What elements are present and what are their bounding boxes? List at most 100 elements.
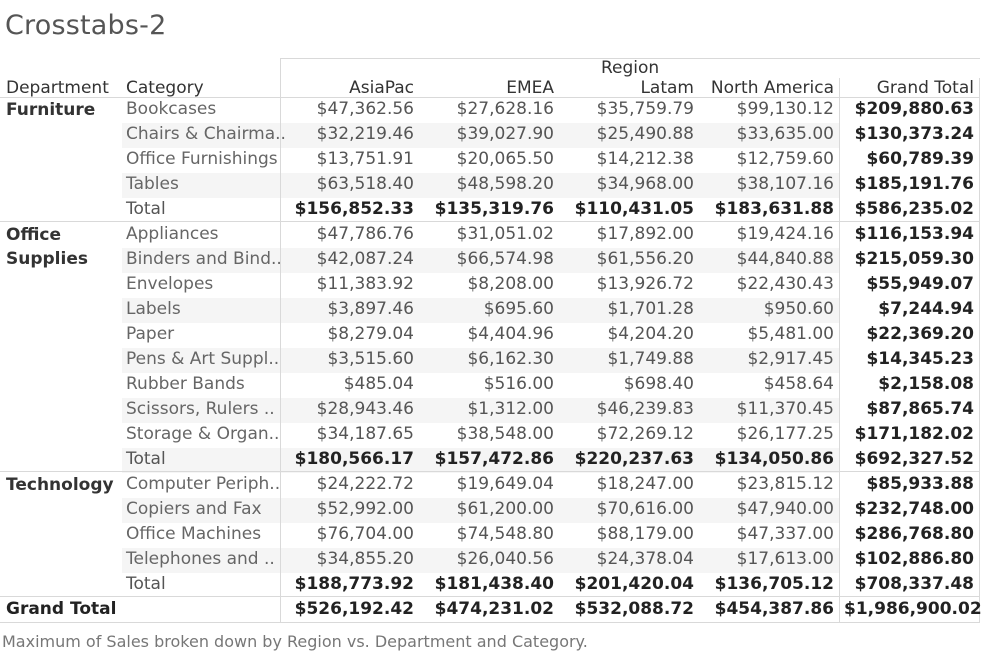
value-cell[interactable]: $1,749.88 bbox=[607, 349, 694, 369]
value-cell[interactable]: $38,548.00 bbox=[456, 424, 554, 444]
grand-total-cell[interactable]: $130,373.24 bbox=[854, 124, 974, 144]
department-label[interactable]: Furniture bbox=[6, 100, 96, 120]
category-label[interactable]: Chairs & Chairma.. bbox=[126, 124, 286, 144]
value-cell[interactable]: $31,051.02 bbox=[456, 224, 554, 244]
category-label[interactable]: Tables bbox=[126, 174, 179, 194]
value-cell[interactable]: $22,430.43 bbox=[736, 274, 834, 294]
value-cell[interactable]: $4,404.96 bbox=[467, 324, 554, 344]
value-cell[interactable]: $99,130.12 bbox=[736, 99, 834, 119]
value-cell[interactable]: $8,279.04 bbox=[327, 324, 414, 344]
total-cell[interactable]: $708,337.48 bbox=[854, 574, 974, 594]
category-label[interactable]: Office Machines bbox=[126, 524, 262, 544]
value-cell[interactable]: $39,027.90 bbox=[456, 124, 554, 144]
category-column-header[interactable]: Category bbox=[126, 78, 204, 98]
category-label[interactable]: Paper bbox=[126, 324, 175, 344]
value-cell[interactable]: $458.64 bbox=[763, 374, 834, 394]
value-cell[interactable]: $28,943.46 bbox=[316, 399, 414, 419]
value-cell[interactable]: $19,424.16 bbox=[736, 224, 834, 244]
value-cell[interactable]: $32,219.46 bbox=[316, 124, 414, 144]
value-cell[interactable]: $12,759.60 bbox=[736, 149, 834, 169]
value-cell[interactable]: $76,704.00 bbox=[316, 524, 414, 544]
value-cell[interactable]: $20,065.50 bbox=[456, 149, 554, 169]
value-cell[interactable]: $6,162.30 bbox=[467, 349, 554, 369]
total-cell[interactable]: $134,050.86 bbox=[714, 449, 834, 469]
value-cell[interactable]: $47,362.56 bbox=[316, 99, 414, 119]
value-cell[interactable]: $74,548.80 bbox=[456, 524, 554, 544]
value-cell[interactable]: $5,481.00 bbox=[747, 324, 834, 344]
value-cell[interactable]: $47,337.00 bbox=[736, 524, 834, 544]
value-cell[interactable]: $698.40 bbox=[623, 374, 694, 394]
value-cell[interactable]: $63,518.40 bbox=[316, 174, 414, 194]
value-cell[interactable]: $46,239.83 bbox=[596, 399, 694, 419]
grand-total-cell[interactable]: $60,789.39 bbox=[866, 149, 974, 169]
region-column-header-3[interactable]: North America bbox=[710, 78, 834, 98]
value-cell[interactable]: $72,269.12 bbox=[596, 424, 694, 444]
value-cell[interactable]: $23,815.12 bbox=[736, 474, 834, 494]
total-cell[interactable]: $586,235.02 bbox=[854, 199, 974, 219]
total-cell[interactable]: $183,631.88 bbox=[714, 199, 834, 219]
value-cell[interactable]: $13,926.72 bbox=[596, 274, 694, 294]
category-label[interactable]: Pens & Art Suppl.. bbox=[126, 349, 280, 369]
value-cell[interactable]: $950.60 bbox=[763, 299, 834, 319]
total-cell[interactable]: $220,237.63 bbox=[574, 449, 694, 469]
category-label[interactable]: Copiers and Fax bbox=[126, 499, 262, 519]
total-cell[interactable]: $201,420.04 bbox=[574, 574, 694, 594]
total-cell[interactable]: $692,327.52 bbox=[854, 449, 974, 469]
category-label[interactable]: Appliances bbox=[126, 224, 219, 244]
value-cell[interactable]: $14,212.38 bbox=[596, 149, 694, 169]
value-cell[interactable]: $70,616.00 bbox=[596, 499, 694, 519]
grand-total-cell[interactable]: $22,369.20 bbox=[866, 324, 974, 344]
grand-total-cell[interactable]: $171,182.02 bbox=[854, 424, 974, 444]
value-cell[interactable]: $35,759.79 bbox=[596, 99, 694, 119]
category-label[interactable]: Binders and Bind.. bbox=[126, 249, 282, 269]
value-cell[interactable]: $8,208.00 bbox=[467, 274, 554, 294]
value-cell[interactable]: $1,312.00 bbox=[467, 399, 554, 419]
value-cell[interactable]: $34,855.20 bbox=[316, 549, 414, 569]
grand-total-cell[interactable]: $209,880.63 bbox=[854, 99, 974, 119]
total-cell[interactable]: $181,438.40 bbox=[434, 574, 554, 594]
total-cell[interactable]: $188,773.92 bbox=[294, 574, 414, 594]
value-cell[interactable]: $33,635.00 bbox=[736, 124, 834, 144]
grand-total-cell[interactable]: $286,768.80 bbox=[854, 524, 974, 544]
category-label[interactable]: Computer Periph.. bbox=[126, 474, 281, 494]
category-label[interactable]: Office Furnishings bbox=[126, 149, 278, 169]
value-cell[interactable]: $42,087.24 bbox=[316, 249, 414, 269]
category-label[interactable]: Telephones and .. bbox=[126, 549, 275, 569]
category-label[interactable]: Scissors, Rulers .. bbox=[126, 399, 275, 419]
value-cell[interactable]: $48,598.20 bbox=[456, 174, 554, 194]
value-cell[interactable]: $27,628.16 bbox=[456, 99, 554, 119]
department-column-header[interactable]: Department bbox=[6, 78, 109, 98]
grand-total-cell[interactable]: $55,949.07 bbox=[866, 274, 974, 294]
value-cell[interactable]: $38,107.16 bbox=[736, 174, 834, 194]
region-column-header-2[interactable]: Latam bbox=[640, 78, 694, 98]
value-cell[interactable]: $26,040.56 bbox=[456, 549, 554, 569]
value-cell[interactable]: $61,200.00 bbox=[456, 499, 554, 519]
value-cell[interactable]: $695.60 bbox=[483, 299, 554, 319]
value-cell[interactable]: $11,370.45 bbox=[736, 399, 834, 419]
grand-total-cell[interactable]: $2,158.08 bbox=[878, 374, 974, 394]
grand-total-cell[interactable]: $454,387.86 bbox=[714, 599, 834, 619]
category-label[interactable]: Labels bbox=[126, 299, 181, 319]
total-cell[interactable]: $110,431.05 bbox=[574, 199, 694, 219]
total-cell[interactable]: $156,852.33 bbox=[294, 199, 414, 219]
value-cell[interactable]: $26,177.25 bbox=[736, 424, 834, 444]
value-cell[interactable]: $47,940.00 bbox=[736, 499, 834, 519]
region-column-header-1[interactable]: EMEA bbox=[506, 78, 554, 98]
grand-total-cell[interactable]: $14,345.23 bbox=[866, 349, 974, 369]
value-cell[interactable]: $2,917.45 bbox=[747, 349, 834, 369]
grand-total-cell[interactable]: $85,933.88 bbox=[866, 474, 974, 494]
value-cell[interactable]: $18,247.00 bbox=[596, 474, 694, 494]
grand-total-cell[interactable]: $87,865.74 bbox=[866, 399, 974, 419]
category-label[interactable]: Envelopes bbox=[126, 274, 214, 294]
value-cell[interactable]: $66,574.98 bbox=[456, 249, 554, 269]
value-cell[interactable]: $4,204.20 bbox=[607, 324, 694, 344]
value-cell[interactable]: $3,897.46 bbox=[327, 299, 414, 319]
value-cell[interactable]: $17,892.00 bbox=[596, 224, 694, 244]
grand-total-cell[interactable]: $532,088.72 bbox=[574, 599, 694, 619]
grand-total-cell[interactable]: $474,231.02 bbox=[434, 599, 554, 619]
value-cell[interactable]: $485.04 bbox=[343, 374, 414, 394]
grand-total-cell[interactable]: $232,748.00 bbox=[854, 499, 974, 519]
grand-total-cell[interactable]: $526,192.42 bbox=[294, 599, 414, 619]
value-cell[interactable]: $13,751.91 bbox=[316, 149, 414, 169]
region-column-header-4[interactable]: Grand Total bbox=[876, 78, 974, 98]
